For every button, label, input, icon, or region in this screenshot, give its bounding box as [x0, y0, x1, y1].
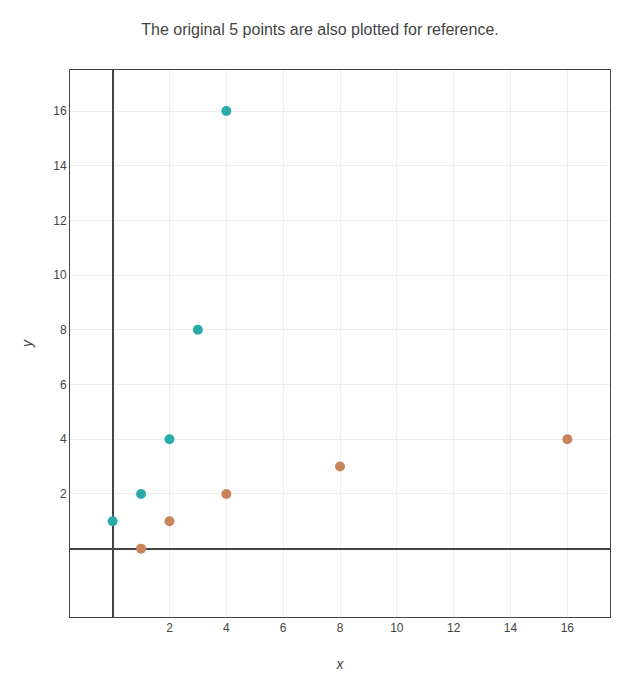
- svg-text:y: y: [19, 339, 35, 348]
- svg-text:2: 2: [166, 621, 173, 635]
- svg-text:12: 12: [447, 621, 461, 635]
- svg-text:8: 8: [60, 323, 67, 337]
- svg-text:x: x: [336, 656, 345, 672]
- svg-text:4: 4: [223, 621, 230, 635]
- svg-text:12: 12: [53, 214, 67, 228]
- svg-text:6: 6: [60, 378, 67, 392]
- svg-text:The original 5 points are also: The original 5 points are also plotted f…: [141, 21, 499, 38]
- svg-text:10: 10: [390, 621, 404, 635]
- svg-text:2: 2: [60, 487, 67, 501]
- svg-text:4: 4: [60, 432, 67, 446]
- svg-text:14: 14: [504, 621, 518, 635]
- svg-text:10: 10: [53, 268, 67, 282]
- svg-text:8: 8: [337, 621, 344, 635]
- svg-text:14: 14: [53, 159, 67, 173]
- svg-text:16: 16: [561, 621, 575, 635]
- svg-text:6: 6: [280, 621, 287, 635]
- svg-text:16: 16: [53, 104, 67, 118]
